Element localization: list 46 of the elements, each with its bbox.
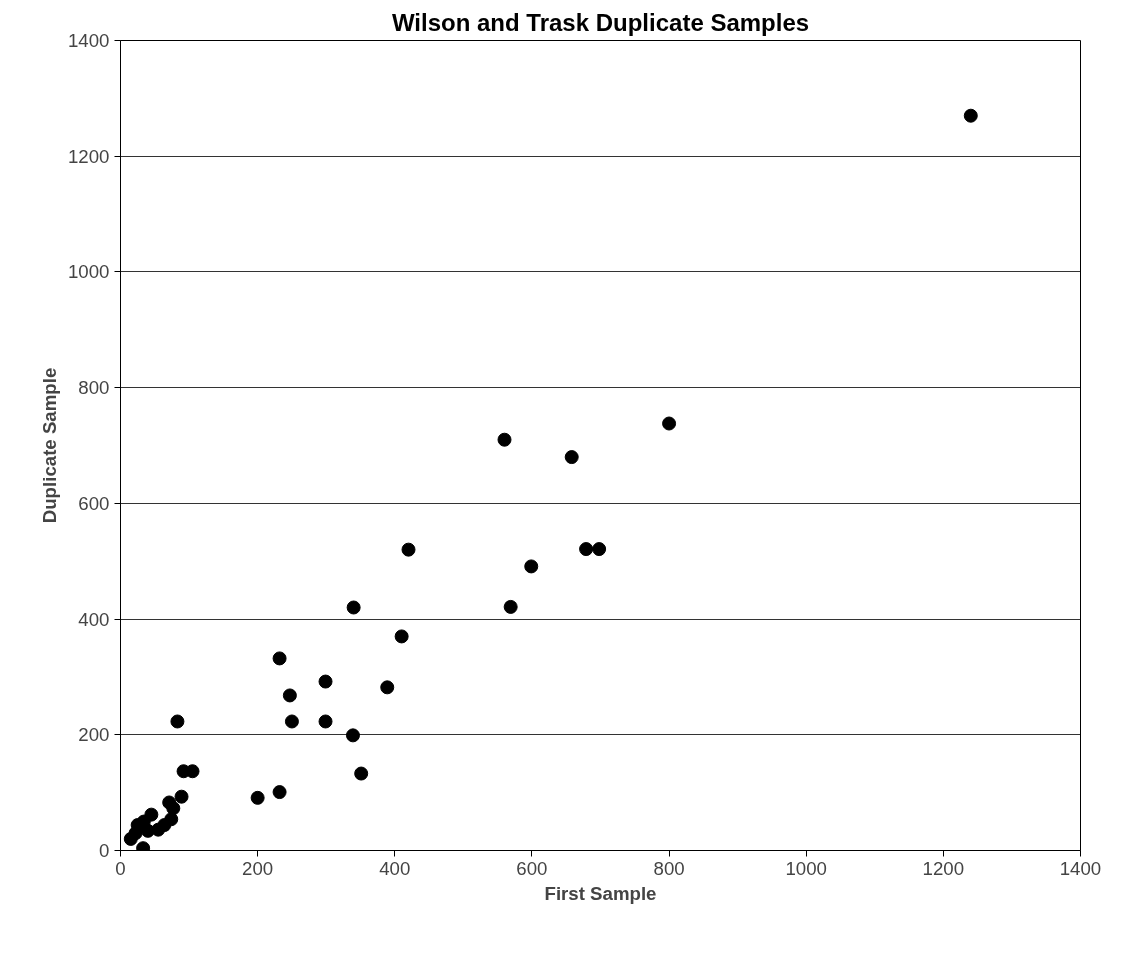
point (250, 790, 265, 805)
point (144, 807, 159, 822)
y-tick-label: 1200 (68, 145, 110, 167)
x-tick-label: 1400 (1059, 857, 1102, 879)
point (284, 714, 299, 729)
y-tick-label: 400 (78, 608, 110, 630)
point (963, 108, 978, 123)
x-axis-title: First Sample (544, 882, 657, 904)
point (164, 812, 179, 827)
point (497, 432, 512, 447)
point (166, 801, 181, 816)
point (346, 600, 361, 615)
x-tick-label: 600 (516, 857, 548, 879)
point (524, 559, 539, 574)
x-tick-label: 0 (115, 857, 126, 879)
y-tick-label: 0 (99, 840, 110, 861)
x-tick-label: 400 (379, 857, 411, 879)
point (354, 766, 369, 781)
point (579, 542, 594, 557)
point (174, 789, 189, 804)
y-tick-label: 200 (78, 724, 110, 746)
point (564, 450, 579, 465)
point (401, 542, 416, 557)
point (503, 599, 518, 614)
y-axis-title: Duplicate Sample (39, 367, 60, 524)
y-tick-label: 1400 (68, 30, 110, 51)
point (185, 764, 200, 779)
x-tick-label: 800 (653, 857, 685, 879)
point (318, 714, 333, 729)
point (662, 416, 677, 431)
x-tick-label: 1000 (785, 857, 827, 879)
point (170, 714, 185, 729)
point (318, 674, 333, 689)
point (592, 542, 607, 557)
y-tick-label: 800 (78, 377, 110, 399)
point (272, 651, 287, 666)
point (282, 688, 297, 703)
chart-title: Wilson and Trask Duplicate Samples (391, 8, 810, 36)
point (394, 629, 409, 644)
x-tick-label: 1200 (922, 857, 965, 879)
point (345, 728, 360, 743)
y-tick-label: 1000 (68, 261, 110, 283)
x-tick-label: 200 (242, 857, 274, 879)
y-tick-label: 600 (78, 492, 110, 514)
point (380, 680, 395, 695)
point (272, 785, 287, 800)
